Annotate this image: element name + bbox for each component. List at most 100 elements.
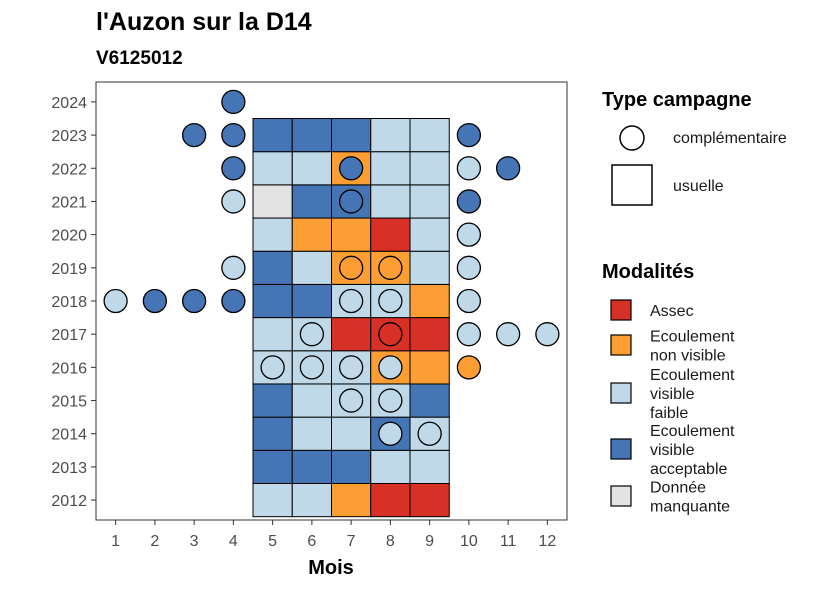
tile-2021-m8	[370, 184, 411, 219]
y-tick-label-2024: 2024	[51, 95, 87, 112]
point-2016-m7	[338, 355, 364, 380]
tile-2021-m6	[291, 184, 332, 219]
point-2019-m10	[456, 255, 482, 280]
point-2015-m7	[338, 388, 364, 413]
tile-2019-m5	[252, 250, 293, 285]
point-2021-m10	[456, 189, 482, 214]
legend-type-title: Type campagne	[602, 89, 752, 111]
tile-2013-m5	[252, 449, 293, 484]
point-2019-m4	[221, 255, 246, 280]
legend-key-manquante	[610, 485, 632, 507]
point-2016-m8	[378, 355, 403, 380]
point-2016-m10	[456, 355, 482, 380]
point-2022-m7	[338, 156, 364, 181]
legend-label-assec: Assec	[650, 303, 694, 320]
x-tick-label-4: 4	[229, 533, 238, 550]
point-2014-m9	[417, 421, 442, 446]
tile-2018-m6	[291, 283, 332, 319]
y-tick-label-2019: 2019	[51, 261, 87, 278]
tile-2023-m6	[291, 118, 332, 153]
tile-2020-m9	[409, 217, 450, 252]
tile-2021-m5	[252, 184, 293, 219]
point-2020-m10	[456, 222, 482, 247]
point-2018-m4	[221, 288, 246, 314]
point-2017-m8	[378, 322, 403, 347]
tile-2023-m9	[409, 118, 450, 153]
tile-2013-m9	[409, 449, 450, 484]
point-2023-m3	[181, 122, 207, 148]
y-tick-label-2017: 2017	[51, 327, 87, 344]
tile-2018-m5	[252, 283, 293, 319]
tile-2012-m9	[409, 483, 450, 518]
y-tick-label-2015: 2015	[51, 394, 87, 411]
point-2021-m7	[338, 189, 364, 214]
x-tick-label-5: 5	[268, 533, 277, 550]
chart-title: l'Auzon sur la D14	[96, 8, 312, 36]
x-tick-label-11: 11	[500, 533, 517, 550]
legend-usuelle-symbol	[611, 164, 653, 206]
point-2017-m11	[495, 322, 521, 347]
tile-2022-m5	[252, 151, 293, 186]
point-2018-m7	[338, 288, 364, 314]
x-tick-label-6: 6	[307, 533, 316, 550]
tile-2022-m9	[409, 151, 450, 186]
point-2014-m8	[378, 421, 403, 446]
legend-key-assec	[610, 299, 632, 321]
y-tick-label-2021: 2021	[51, 194, 87, 211]
point-2018-m1	[103, 288, 128, 314]
tile-2013-m8	[370, 449, 411, 484]
tile-2017-m7	[331, 317, 372, 352]
point-2018-m2	[142, 288, 168, 314]
x-tick-label-9: 9	[425, 533, 434, 550]
tile-2021-m9	[409, 184, 450, 219]
legend-type-campagne: Type campagne complémentaire usuelle	[602, 89, 787, 206]
y-tick-label-2012: 2012	[51, 493, 87, 510]
tile-2022-m8	[370, 151, 411, 186]
tile-2015-m6	[291, 383, 332, 418]
tile-2014-m5	[252, 416, 293, 451]
tile-2020-m6	[291, 217, 332, 252]
legend-usuelle-label: usuelle	[673, 178, 724, 195]
tile-2019-m6	[291, 250, 332, 285]
point-2022-m11	[495, 156, 521, 181]
point-2016-m6	[299, 355, 325, 380]
point-2016-m5	[260, 355, 285, 380]
x-tick-label-12: 12	[538, 533, 556, 550]
legend-key-nv	[610, 334, 632, 356]
point-2023-m10	[456, 122, 482, 148]
tile-2014-m6	[291, 416, 332, 451]
y-tick-label-2023: 2023	[51, 128, 87, 145]
tile-2017-m9	[409, 317, 450, 352]
complementary-points	[103, 89, 560, 446]
tile-2013-m6	[291, 449, 332, 484]
x-tick-label-2: 2	[150, 533, 159, 550]
point-2021-m4	[221, 189, 246, 214]
x-tick-label-7: 7	[347, 533, 356, 550]
point-2017-m12	[535, 322, 560, 347]
point-2015-m8	[378, 388, 403, 413]
point-2024-m4	[221, 89, 246, 115]
legend-label-manquante: Donnée manquante	[650, 480, 730, 516]
tile-2020-m5	[252, 217, 293, 252]
point-2023-m4	[221, 122, 246, 148]
tile-2023-m8	[370, 118, 411, 153]
x-tick-label-10: 10	[460, 533, 478, 550]
point-2018-m3	[181, 288, 207, 314]
point-2022-m4	[221, 156, 246, 181]
x-tick-label-3: 3	[190, 533, 199, 550]
y-tick-label-2014: 2014	[51, 427, 87, 444]
legend-key-acceptable	[610, 438, 632, 460]
legend-label-nv: Ecoulement non visible	[650, 329, 735, 365]
y-tick-label-2018: 2018	[51, 294, 87, 311]
tile-2016-m9	[409, 350, 450, 385]
legend-label-faible: Ecoulement visible faible	[650, 367, 735, 422]
y-axis-ticks: 2012 2013 2014 2015 2016 2017 2018 2019 2020 2021…	[51, 95, 96, 510]
point-2019-m8	[378, 255, 403, 280]
x-axis-ticks: 1 2 3 4 5 6 7 8 9 10 11 12	[111, 520, 556, 550]
tile-2017-m5	[252, 317, 293, 352]
tile-2019-m9	[409, 250, 450, 285]
tile-2023-m7	[331, 118, 372, 153]
tile-2012-m5	[252, 483, 293, 518]
tile-2020-m8	[370, 217, 411, 252]
